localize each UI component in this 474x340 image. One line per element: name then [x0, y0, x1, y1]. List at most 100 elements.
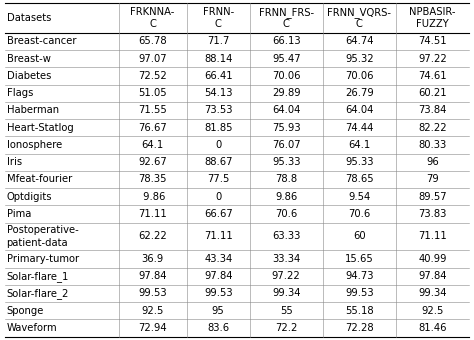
Text: 70.6: 70.6 — [348, 209, 371, 219]
Text: 72.52: 72.52 — [138, 71, 167, 81]
Text: 9.86: 9.86 — [140, 192, 165, 202]
Text: Postoperative-
patient-data: Postoperative- patient-data — [7, 225, 78, 248]
Text: 95.47: 95.47 — [272, 54, 301, 64]
Text: 92.5: 92.5 — [141, 306, 164, 316]
Text: 78.65: 78.65 — [345, 174, 374, 185]
Text: 80.33: 80.33 — [419, 140, 447, 150]
Text: 73.83: 73.83 — [419, 209, 447, 219]
Text: 97.84: 97.84 — [204, 271, 232, 281]
Text: 95.32: 95.32 — [345, 54, 374, 64]
Text: 74.61: 74.61 — [419, 71, 447, 81]
Text: 43.34: 43.34 — [204, 254, 232, 264]
Text: 82.22: 82.22 — [419, 123, 447, 133]
Text: 72.94: 72.94 — [138, 323, 167, 333]
Text: Ionosphere: Ionosphere — [7, 140, 62, 150]
Text: 95.33: 95.33 — [272, 157, 301, 167]
Text: 74.51: 74.51 — [419, 36, 447, 46]
Text: 78.35: 78.35 — [138, 174, 167, 185]
Text: 36.9: 36.9 — [142, 254, 164, 264]
Text: 99.53: 99.53 — [204, 288, 233, 299]
Text: 79: 79 — [426, 174, 439, 185]
Text: 95: 95 — [212, 306, 225, 316]
Text: 74.44: 74.44 — [345, 123, 374, 133]
Text: 70.06: 70.06 — [345, 71, 374, 81]
Text: 76.07: 76.07 — [272, 140, 301, 150]
Text: Optdigits: Optdigits — [7, 192, 52, 202]
Text: 55: 55 — [280, 306, 292, 316]
Text: 64.1: 64.1 — [142, 140, 164, 150]
Text: 88.67: 88.67 — [204, 157, 232, 167]
Text: 97.07: 97.07 — [138, 54, 167, 64]
Text: 77.5: 77.5 — [207, 174, 229, 185]
Text: 73.53: 73.53 — [204, 105, 232, 116]
Text: NPBASIR-
FUZZY: NPBASIR- FUZZY — [410, 7, 456, 29]
Text: 64.04: 64.04 — [272, 105, 301, 116]
Text: 66.67: 66.67 — [204, 209, 233, 219]
Text: Flags: Flags — [7, 88, 33, 98]
Text: 94.73: 94.73 — [345, 271, 374, 281]
Text: 70.6: 70.6 — [275, 209, 297, 219]
Text: Primary-tumor: Primary-tumor — [7, 254, 79, 264]
Text: 64.74: 64.74 — [345, 36, 374, 46]
Text: 99.34: 99.34 — [272, 288, 301, 299]
Text: 40.99: 40.99 — [419, 254, 447, 264]
Text: 95.33: 95.33 — [345, 157, 374, 167]
Text: 76.67: 76.67 — [138, 123, 167, 133]
Text: Iris: Iris — [7, 157, 22, 167]
Text: 71.55: 71.55 — [138, 105, 167, 116]
Text: 97.84: 97.84 — [419, 271, 447, 281]
Text: 99.34: 99.34 — [419, 288, 447, 299]
Text: Pima: Pima — [7, 209, 31, 219]
Text: 0: 0 — [215, 140, 221, 150]
Text: 88.14: 88.14 — [204, 54, 232, 64]
Text: 70.06: 70.06 — [272, 71, 301, 81]
Text: Mfeat-fourier: Mfeat-fourier — [7, 174, 72, 185]
Text: 71.11: 71.11 — [418, 232, 447, 241]
Text: Breast-w: Breast-w — [7, 54, 50, 64]
Text: 71.11: 71.11 — [138, 209, 167, 219]
Text: 64.1: 64.1 — [348, 140, 371, 150]
Text: 97.22: 97.22 — [418, 54, 447, 64]
Text: 89.57: 89.57 — [419, 192, 447, 202]
Text: 60.21: 60.21 — [419, 88, 447, 98]
Text: 83.6: 83.6 — [207, 323, 229, 333]
Text: 65.78: 65.78 — [138, 36, 167, 46]
Text: Waveform: Waveform — [7, 323, 57, 333]
Text: 9.54: 9.54 — [348, 192, 371, 202]
Text: 60: 60 — [353, 232, 366, 241]
Text: 75.93: 75.93 — [272, 123, 301, 133]
Text: 63.33: 63.33 — [272, 232, 301, 241]
Text: Datasets: Datasets — [7, 13, 51, 23]
Text: FRNN_VQRS-
C: FRNN_VQRS- C — [328, 7, 392, 29]
Text: 73.84: 73.84 — [419, 105, 447, 116]
Text: Heart-Statlog: Heart-Statlog — [7, 123, 73, 133]
Text: Solar-flare_1: Solar-flare_1 — [7, 271, 69, 282]
Text: 99.53: 99.53 — [345, 288, 374, 299]
Text: 97.22: 97.22 — [272, 271, 301, 281]
Text: Diabetes: Diabetes — [7, 71, 51, 81]
Text: 29.89: 29.89 — [272, 88, 301, 98]
Text: 92.5: 92.5 — [421, 306, 444, 316]
Text: 81.85: 81.85 — [204, 123, 232, 133]
Text: Sponge: Sponge — [7, 306, 44, 316]
Text: 33.34: 33.34 — [272, 254, 301, 264]
Text: 15.65: 15.65 — [345, 254, 374, 264]
Text: 78.8: 78.8 — [275, 174, 297, 185]
Text: FRKNNA-
C: FRKNNA- C — [130, 7, 175, 29]
Text: 64.04: 64.04 — [345, 105, 374, 116]
Text: 66.13: 66.13 — [272, 36, 301, 46]
Text: 55.18: 55.18 — [345, 306, 374, 316]
Text: 62.22: 62.22 — [138, 232, 167, 241]
Text: 72.28: 72.28 — [345, 323, 374, 333]
Text: 96: 96 — [426, 157, 439, 167]
Text: FRNN-
C: FRNN- C — [202, 7, 234, 29]
Text: 66.41: 66.41 — [204, 71, 233, 81]
Text: 51.05: 51.05 — [138, 88, 167, 98]
Text: 72.2: 72.2 — [275, 323, 297, 333]
Text: 9.86: 9.86 — [275, 192, 297, 202]
Text: Solar-flare_2: Solar-flare_2 — [7, 288, 69, 299]
Text: 0: 0 — [215, 192, 221, 202]
Text: 71.7: 71.7 — [207, 36, 229, 46]
Text: 97.84: 97.84 — [138, 271, 167, 281]
Text: 71.11: 71.11 — [204, 232, 233, 241]
